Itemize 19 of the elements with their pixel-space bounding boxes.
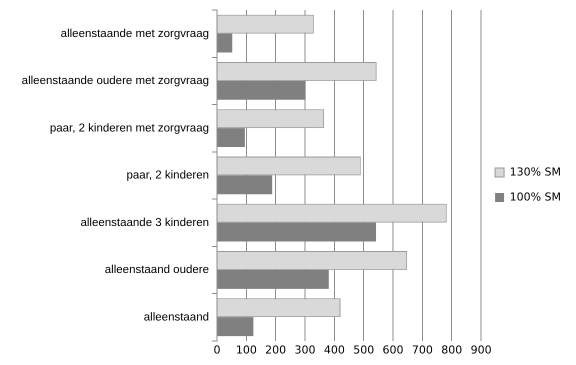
x-tick-label: 600 — [382, 343, 404, 356]
x-tick-label: 700 — [412, 343, 433, 356]
x-tick-label: 300 — [294, 343, 316, 356]
x-tick-label: 800 — [441, 343, 462, 356]
y-tick-label: alleenstaande met zorgvraag — [60, 28, 209, 40]
legend-label: 100% SM — [510, 190, 562, 204]
y-tick-label: paar, 2 kinderen — [126, 170, 209, 182]
x-tick-label: 0 — [214, 343, 220, 356]
y-tick-label: paar, 2 kinderen met zorgvraag — [50, 122, 209, 134]
y-tick-label: alleenstaande oudere met zorgvraag — [22, 75, 209, 88]
x-tick-label: 200 — [265, 343, 286, 356]
legend-label: 130% SM — [510, 165, 562, 178]
x-tick-label: 400 — [324, 343, 345, 356]
y-tick-label: alleenstaand oudere — [104, 264, 209, 276]
y-tick-label: alleenstaand — [144, 311, 209, 324]
x-tick-label: 900 — [470, 343, 492, 356]
x-tick-label: 500 — [353, 343, 374, 356]
y-tick-label: alleenstaande 3 kinderen — [80, 216, 209, 229]
x-tick-label: 100 — [236, 343, 257, 356]
